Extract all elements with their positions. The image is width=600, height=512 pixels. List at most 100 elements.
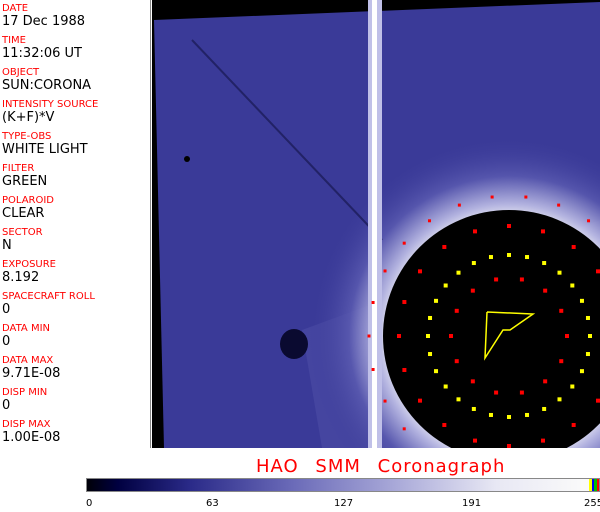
meta-label: DATE	[2, 3, 29, 14]
grid-marker	[585, 315, 590, 320]
grid-marker	[427, 219, 431, 223]
grid-marker	[426, 334, 430, 338]
grid-marker	[565, 334, 569, 338]
grid-marker	[456, 270, 461, 275]
grid-marker	[571, 422, 576, 427]
meta-value: 0	[2, 398, 11, 413]
grid-marker	[383, 269, 387, 273]
meta-label: DATA MIN	[2, 323, 50, 334]
colorbar	[86, 478, 600, 492]
grid-marker	[488, 412, 493, 417]
grid-marker	[494, 390, 499, 395]
grid-marker	[454, 359, 459, 364]
grid-marker	[383, 399, 387, 403]
meta-value: (K+F)*V	[2, 110, 55, 125]
grid-marker	[542, 406, 547, 411]
occulter-disk	[383, 210, 600, 448]
grid-marker	[371, 368, 375, 372]
grid-marker	[402, 367, 407, 372]
grid-marker	[571, 245, 576, 250]
grid-marker	[367, 334, 371, 338]
grid-marker	[443, 384, 448, 389]
grid-marker	[595, 269, 600, 274]
grid-marker	[471, 406, 476, 411]
meta-label: OBJECT	[2, 67, 40, 78]
meta-value: 0	[2, 334, 11, 349]
meta-value: 8.192	[2, 270, 40, 285]
grid-marker	[397, 334, 401, 338]
coronagraph-image	[152, 0, 600, 448]
meta-value: 1.00E-08	[2, 430, 61, 445]
grid-marker	[557, 397, 562, 402]
grid-marker	[507, 415, 511, 419]
meta-value: GREEN	[2, 174, 48, 189]
colorbar-marker	[594, 479, 597, 491]
grid-marker	[579, 298, 584, 303]
grid-marker	[473, 229, 478, 234]
colorbar-marker	[596, 479, 599, 491]
sector-outline	[484, 311, 536, 361]
grid-marker	[442, 422, 447, 427]
meta-label: EXPOSURE	[2, 259, 57, 270]
grid-marker	[428, 352, 433, 357]
grid-marker	[543, 288, 548, 293]
grid-marker	[456, 397, 461, 402]
grid-marker	[473, 438, 478, 443]
colorbar-tick-label: 0	[86, 498, 93, 509]
meta-label: TIME	[2, 35, 27, 46]
grid-marker	[507, 444, 511, 448]
grid-marker	[519, 390, 524, 395]
meta-value: N	[2, 238, 12, 253]
meta-label: SECTOR	[2, 227, 43, 238]
meta-label: DISP MIN	[2, 387, 48, 398]
meta-label: FILTER	[2, 163, 35, 174]
colorbar-tick-label: 127	[334, 498, 354, 509]
meta-label: DISP MAX	[2, 419, 51, 430]
meta-value: CLEAR	[2, 206, 45, 221]
grid-marker	[402, 427, 406, 431]
grid-marker	[587, 219, 591, 223]
colorbar-marker	[589, 479, 592, 491]
grid-marker	[543, 379, 548, 384]
grid-marker	[371, 300, 375, 304]
colorbar-tick-label: 255	[584, 498, 600, 509]
grid-marker	[488, 255, 493, 260]
grid-marker	[442, 245, 447, 250]
meta-value: 17 Dec 1988	[2, 14, 86, 29]
grid-marker	[524, 195, 528, 199]
metadata-panel: DATE 17 Dec 1988 TIME 11:32:06 UT OBJECT S…	[0, 0, 151, 448]
colorbar-marker	[591, 479, 594, 491]
colorbar-tick-label: 63	[206, 498, 219, 509]
grid-marker	[540, 438, 545, 443]
grid-marker	[519, 277, 524, 282]
meta-value: SUN:CORONA	[2, 78, 92, 93]
grid-marker	[507, 253, 511, 257]
meta-value: 9.71E-08	[2, 366, 61, 381]
grid-marker	[559, 308, 564, 313]
meta-value: 11:32:06 UT	[2, 46, 82, 61]
grid-marker	[434, 369, 439, 374]
grid-marker	[402, 300, 407, 305]
grid-marker	[542, 261, 547, 266]
grid-marker	[559, 359, 564, 364]
grid-marker	[470, 379, 475, 384]
meta-label: POLAROID	[2, 195, 55, 206]
grid-marker	[557, 203, 561, 207]
grid-marker	[525, 412, 530, 417]
meta-label: SPACECRAFT ROLL	[2, 291, 95, 302]
grid-marker	[454, 308, 459, 313]
grid-marker	[570, 283, 575, 288]
grid-marker	[470, 288, 475, 293]
grid-marker	[418, 398, 423, 403]
grid-marker	[595, 398, 600, 403]
grid-marker	[443, 283, 448, 288]
grid-marker	[579, 369, 584, 374]
grid-marker	[471, 261, 476, 266]
grid-marker	[585, 352, 590, 357]
grid-marker	[525, 255, 530, 260]
colorbar-tick-label: 191	[462, 498, 482, 509]
grid-marker	[540, 229, 545, 234]
meta-label: DATA MAX	[2, 355, 54, 366]
meta-label: INTENSITY SOURCE	[2, 99, 99, 110]
grid-marker	[588, 334, 592, 338]
